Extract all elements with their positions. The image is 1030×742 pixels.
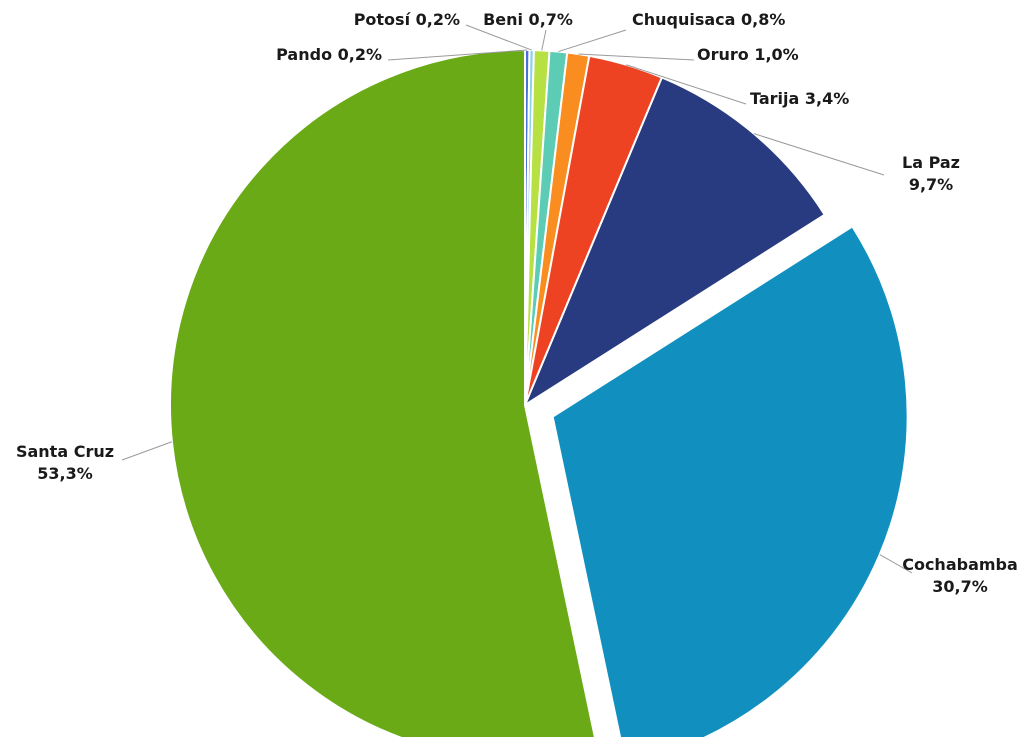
- data-label-value: 30,7%: [932, 577, 988, 596]
- data-label-cochabamba: Cochabamba 30,7%: [902, 555, 1018, 596]
- data-label-value: 53,3%: [37, 464, 93, 483]
- data-label-la-paz: La Paz 9,7%: [902, 153, 960, 194]
- data-label-category: Cochabamba: [902, 555, 1018, 574]
- leader-line-santa-cruz: [121, 441, 173, 461]
- leader-line-chuquisaca: [558, 29, 627, 53]
- data-label-value: 9,7%: [909, 175, 953, 194]
- leader-lines-layer: [121, 24, 913, 574]
- leader-line-oruro: [578, 53, 695, 61]
- data-label-pando: Pando 0,2%: [276, 45, 382, 64]
- leader-line-pando: [387, 49, 528, 61]
- data-label-category: La Paz: [902, 153, 960, 172]
- leader-line-potos-: [465, 24, 532, 51]
- leader-line-la-paz: [753, 133, 885, 176]
- labels-layer: Pando 0,2% Potosí 0,2% Beni 0,7% Chuquisaca…: [16, 10, 1018, 596]
- data-label-santa-cruz: Santa Cruz 53,3%: [16, 442, 114, 483]
- leader-line-cochabamba: [879, 554, 913, 574]
- leader-line-beni: [541, 29, 547, 51]
- data-label-potos-: Potosí 0,2%: [354, 10, 460, 29]
- pie-slice-la-paz: [522, 76, 827, 408]
- data-label-tarija: Tarija 3,4%: [750, 89, 849, 108]
- data-label-chuquisaca: Chuquisaca 0,8%: [632, 10, 785, 29]
- data-label-beni: Beni 0,7%: [483, 10, 573, 29]
- data-label-category: Santa Cruz: [16, 442, 114, 461]
- leader-line-tarija: [626, 64, 747, 105]
- data-label-oruro: Oruro 1,0%: [697, 45, 799, 64]
- slices-layer: [169, 48, 909, 742]
